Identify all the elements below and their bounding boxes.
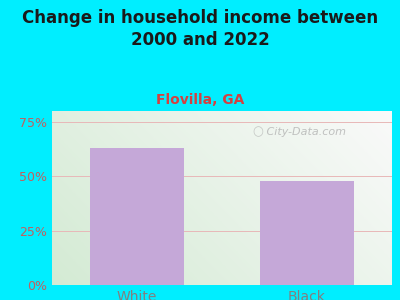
Text: Change in household income between
2000 and 2022: Change in household income between 2000 … [22, 9, 378, 49]
Text: City-Data.com: City-Data.com [263, 127, 346, 137]
Text: ○: ○ [253, 125, 264, 138]
Bar [90, 148, 184, 285]
Text: Flovilla, GA: Flovilla, GA [156, 93, 244, 107]
Bar [260, 181, 354, 285]
